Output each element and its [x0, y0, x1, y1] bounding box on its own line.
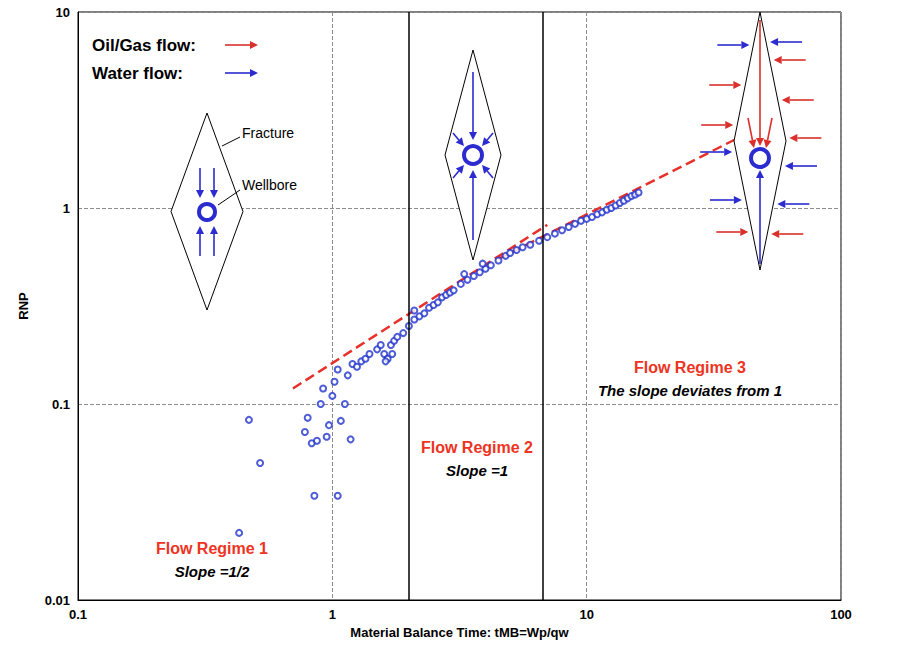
- svg-text:Slope =1: Slope =1: [446, 462, 508, 479]
- svg-text:1: 1: [329, 607, 336, 622]
- svg-text:Wellbore: Wellbore: [242, 177, 297, 193]
- svg-text:10: 10: [56, 5, 70, 20]
- svg-text:Slope =1/2: Slope =1/2: [175, 563, 250, 580]
- svg-text:RNP: RNP: [16, 292, 31, 320]
- svg-text:0.1: 0.1: [69, 607, 87, 622]
- svg-text:Flow Regime 1: Flow Regime 1: [156, 540, 268, 557]
- svg-text:Flow Regime 2: Flow Regime 2: [421, 439, 533, 456]
- svg-text:Fracture: Fracture: [242, 125, 294, 141]
- svg-text:0.1: 0.1: [52, 397, 70, 412]
- svg-text:0.01: 0.01: [45, 593, 70, 608]
- svg-text:Oil/Gas flow:: Oil/Gas flow:: [92, 36, 196, 55]
- svg-text:100: 100: [830, 607, 852, 622]
- svg-text:10: 10: [579, 607, 593, 622]
- svg-text:1: 1: [63, 201, 70, 216]
- svg-text:Water flow:: Water flow:: [92, 64, 183, 83]
- svg-text:Material Balance Time: tMB=Wp/: Material Balance Time: tMB=Wp/qw: [350, 625, 569, 640]
- svg-text:The slope deviates from 1: The slope deviates from 1: [598, 382, 782, 399]
- svg-text:Flow Regime 3: Flow Regime 3: [634, 359, 746, 376]
